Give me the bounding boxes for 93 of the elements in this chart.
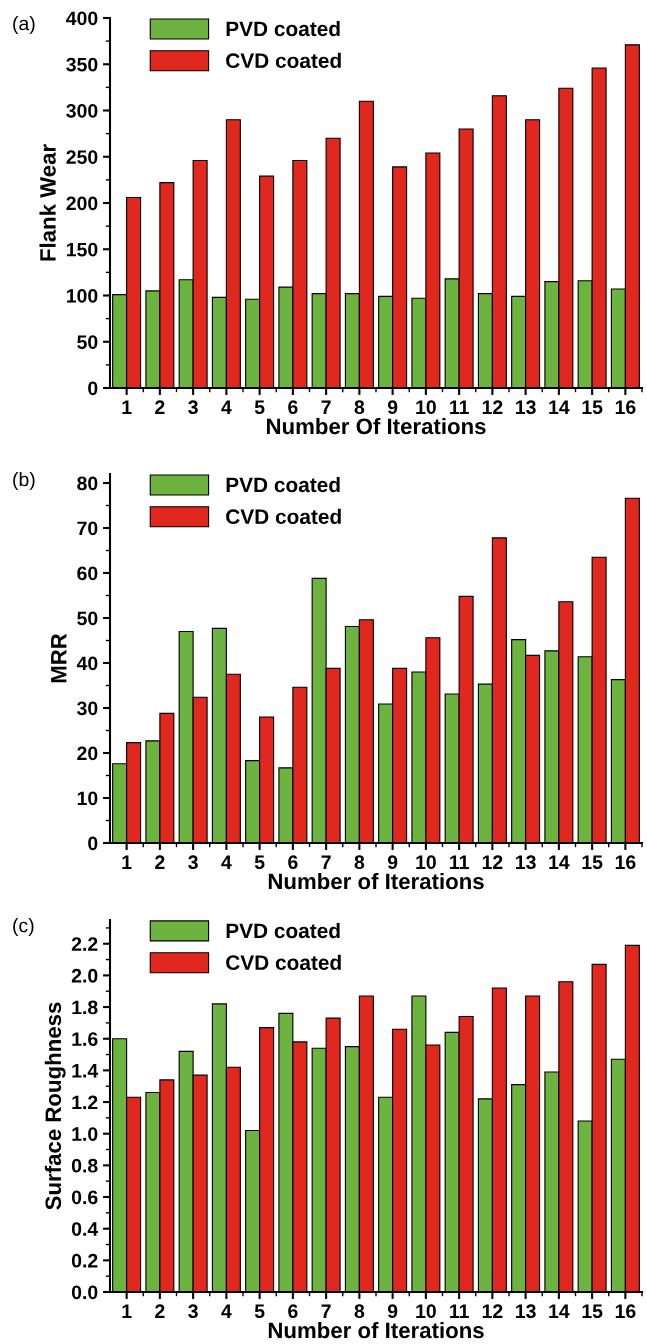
y-tick-label: 20 — [77, 746, 98, 761]
y-tick-label: 0.8 — [71, 1158, 98, 1173]
x-tick-label: 1 — [122, 400, 132, 414]
x-tick-label: 2 — [155, 855, 165, 869]
x-tick-label: 15 — [582, 1304, 603, 1319]
y-tick-label: 10 — [77, 791, 98, 806]
y-tick-label: 50 — [77, 335, 98, 349]
x-tick-label: 5 — [254, 855, 265, 870]
x-tick-label: 7 — [321, 1304, 331, 1318]
x-tick-label: 4 — [221, 400, 232, 414]
x-tick-label: 4 — [221, 855, 232, 869]
y-tick-label: 250 — [66, 150, 98, 164]
y-tick-label: 350 — [66, 57, 98, 72]
y-tick-label: 50 — [77, 611, 98, 626]
y-tick-label: 2.2 — [71, 937, 98, 951]
y-tick-label: 200 — [66, 196, 98, 211]
x-tick-label: 5 — [254, 400, 265, 415]
x-axis-title: Number Of Iterations — [266, 417, 486, 435]
x-tick-label: 4 — [221, 1304, 232, 1318]
legend-label: CVD coated — [226, 508, 341, 525]
y-tick-label: 60 — [77, 566, 98, 581]
x-tick-label: 6 — [288, 1304, 298, 1319]
x-tick-label: 10 — [416, 400, 436, 415]
text: (a) — [13, 16, 35, 35]
x-tick-label: 9 — [387, 1304, 398, 1319]
text: (b) — [13, 472, 35, 491]
y-tick-label: 0.4 — [71, 1222, 99, 1236]
y-tick-label: 100 — [66, 288, 98, 303]
x-tick-label: 12 — [482, 400, 503, 414]
x-tick-label: 15 — [582, 855, 603, 870]
x-tick-label: 6 — [288, 855, 298, 870]
x-tick-label: 2 — [155, 400, 165, 414]
legend-label: PVD coated — [226, 922, 340, 939]
y-tick-label: 1.2 — [72, 1095, 98, 1110]
x-tick-label: 15 — [582, 400, 603, 415]
x-tick-label: 11 — [450, 400, 469, 414]
y-tick-label: 1.8 — [72, 1000, 98, 1015]
x-tick-label: 1 — [122, 1304, 132, 1318]
x-tick-label: 5 — [254, 1304, 265, 1319]
x-tick-label: 3 — [188, 400, 198, 415]
legend-label: PVD coated — [226, 476, 340, 493]
y-tick-label: 80 — [77, 476, 98, 491]
y-axis-title: MRR — [51, 633, 67, 683]
y-tick-label: 0.0 — [71, 1285, 98, 1300]
y-tick-label: 40 — [76, 656, 98, 671]
x-tick-label: 13 — [516, 400, 536, 415]
text: (c) — [13, 918, 34, 937]
x-tick-label: 14 — [549, 855, 570, 869]
x-tick-label: 10 — [416, 855, 436, 870]
x-tick-label: 7 — [321, 855, 331, 869]
y-tick-label: 1.0 — [72, 1127, 98, 1141]
y-tick-label: 1.6 — [72, 1032, 98, 1046]
x-tick-label: 11 — [450, 1304, 469, 1318]
x-tick-label: 3 — [188, 1304, 198, 1319]
legend-label: CVD coated — [226, 52, 341, 69]
x-tick-label: 9 — [387, 400, 398, 415]
x-tick-label: 16 — [615, 855, 636, 870]
x-tick-label: 11 — [450, 855, 469, 869]
x-axis-title: Number of Iterations — [268, 1321, 484, 1339]
x-tick-label: 13 — [516, 855, 536, 870]
x-tick-label: 10 — [416, 1304, 436, 1319]
x-tick-label: 16 — [615, 1304, 636, 1319]
y-tick-label: 1.4 — [72, 1064, 99, 1078]
x-tick-label: 8 — [354, 400, 365, 415]
y-tick-label: 0 — [88, 381, 98, 396]
x-axis-title: Number of Iterations — [268, 872, 484, 890]
x-tick-label: 12 — [482, 1304, 503, 1318]
x-tick-label: 16 — [615, 400, 636, 415]
x-tick-label: 12 — [482, 855, 503, 869]
y-tick-label: 300 — [66, 103, 98, 118]
y-tick-label: 400 — [66, 11, 98, 26]
x-tick-label: 14 — [549, 1304, 570, 1318]
x-tick-label: 9 — [387, 855, 398, 870]
y-tick-label: 2.0 — [71, 968, 98, 983]
x-tick-label: 8 — [354, 1304, 365, 1319]
legend-label: PVD coated — [226, 20, 340, 37]
y-tick-label: 0.2 — [71, 1253, 98, 1268]
y-tick-label: 0 — [88, 836, 98, 851]
y-tick-label: 150 — [66, 242, 98, 257]
legend-label: CVD coated — [226, 954, 341, 970]
x-tick-label: 8 — [354, 855, 365, 870]
x-tick-label: 3 — [188, 855, 198, 870]
y-axis-title: Surface Roughness — [44, 1002, 66, 1210]
x-tick-label: 2 — [155, 1304, 165, 1318]
y-axis-title: Flank Wear — [39, 144, 56, 261]
y-tick-label: 70 — [77, 521, 98, 536]
x-tick-label: 7 — [321, 400, 331, 414]
x-tick-label: 13 — [516, 1304, 536, 1319]
y-tick-label: 30 — [77, 701, 98, 716]
y-tick-label: 0.6 — [71, 1190, 98, 1205]
x-tick-label: 14 — [549, 400, 570, 414]
x-tick-label: 6 — [288, 400, 298, 415]
x-tick-label: 1 — [122, 855, 132, 869]
